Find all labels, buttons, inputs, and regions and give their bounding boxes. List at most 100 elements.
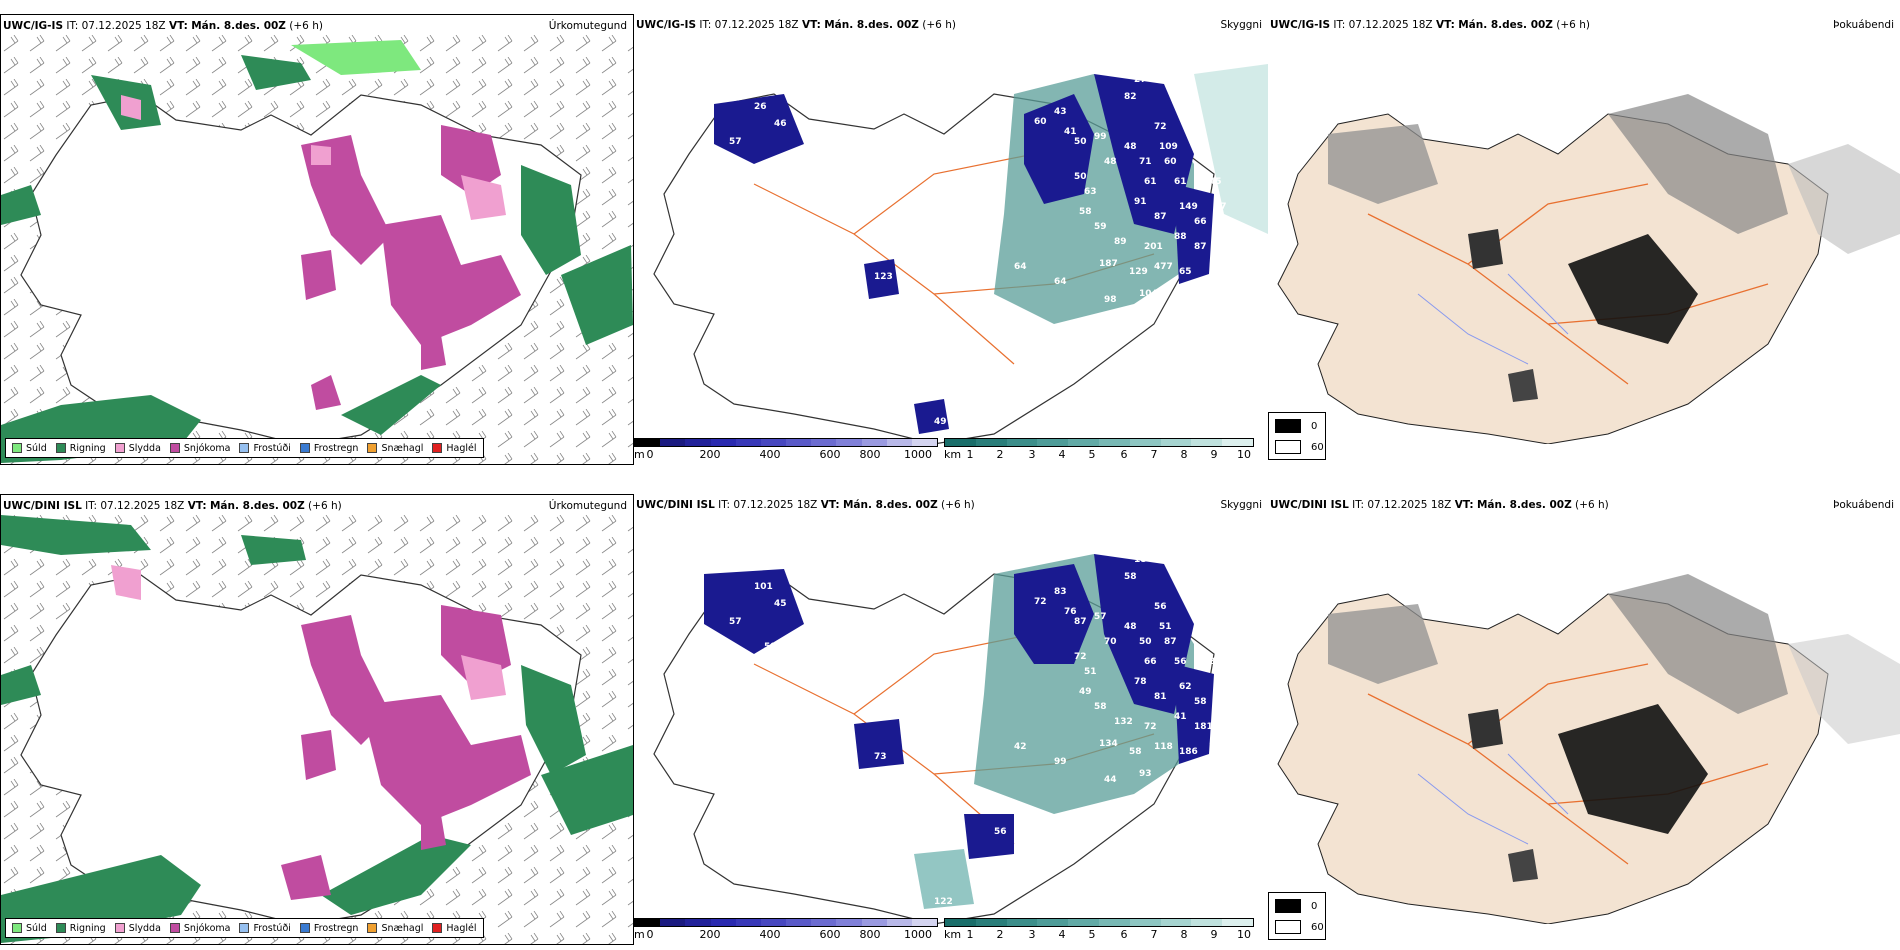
height-tick: 800 [859,928,881,941]
precip-map [1,35,633,464]
legend-swatch [114,923,125,933]
fog-map [1277,574,1900,924]
legend-item: Haglél [432,442,477,454]
visibility-value-label: 201 [1194,762,1213,772]
visibility-value-label: 61 [1034,837,1047,847]
distance-tick: 3 [1028,928,1036,941]
visibility-value-label: 123 [874,272,893,282]
visibility-value-label: 41 [1064,127,1077,137]
visibility-value-label: 40 [1169,827,1182,837]
legend-swatch [114,443,125,453]
precip-map [1,515,633,944]
legend-label: Snæhagl [381,922,424,934]
distance-tick: 4 [1058,448,1066,461]
visibility-value-label: 65 [1179,267,1192,277]
visibility-value-label: 52 [1214,242,1227,252]
visibility-value-label: 58 [1094,702,1107,712]
lead-time: (+6 h) [941,499,975,511]
cloud-panel-row2: UWC/DINI ISL IT: 07.12.2025 18Z VT: Mán.… [634,494,1268,945]
visibility-value-label: 76 [1064,607,1077,617]
distance-tick: 1 [966,448,974,461]
legend-item: Snjókoma [169,442,231,454]
init-time: IT: 07.12.2025 18Z [718,499,818,511]
visibility-value-label: 56 [1174,657,1187,667]
distance-tick: 5 [1088,448,1096,461]
visibility-value-label: 52 [1174,777,1187,787]
fog-panel-row2: UWC/DINI ISL IT: 07.12.2025 18Z VT: Mán.… [1268,494,1900,945]
visibility-value-label: 104 [1139,289,1158,299]
visibility-value-label: 72 [1034,597,1047,607]
panel-header: UWC/DINI ISL IT: 07.12.2025 18Z VT: Mán.… [636,498,1262,512]
init-time: IT: 07.12.2025 18Z [1352,499,1452,511]
legend-label: Snjókoma [183,442,231,454]
valid-time: Mán. 8.des. 00Z [191,20,286,32]
fog-legend-value: 60 [1311,441,1324,453]
visibility-value-label: 62 [1144,337,1157,347]
lead-time: (+6 h) [1556,19,1590,31]
visibility-value-label: 58 [1129,747,1142,757]
visibility-value-label: 63 [1084,187,1097,197]
visibility-value-label: 72 [1074,652,1087,662]
valid-time: Mán. 8.des. 00Z [824,19,919,31]
legend-swatch [299,923,310,933]
sleet-areas [121,95,506,220]
high-cloud-areas [704,554,1214,859]
fog-legend-value: 60 [1311,921,1324,933]
visibility-value-label: 49 [1079,687,1092,697]
height-tick: 200 [699,448,721,461]
visibility-value-label: 51 [1159,622,1172,632]
distance-tick: 10 [1237,448,1251,461]
visibility-value-label: 350 [1209,742,1228,752]
fog-legend-swatch [1275,419,1301,433]
distance-tick: 8 [1180,928,1188,941]
visibility-value-label: 59 [1094,222,1107,232]
visibility-value-label: 58 [1079,207,1092,217]
distance-tick: 5 [1088,928,1096,941]
visibility-value-label: 72 [1144,722,1157,732]
valid-time-label: VT: [1454,499,1474,511]
visibility-value-label: 72 [1154,122,1167,132]
visibility-value-label: 31 [764,162,777,172]
distance-colorbar-scale [944,918,1254,927]
visibility-value-label: 81 [1154,692,1167,702]
distance-tick: 2 [996,448,1004,461]
legend-swatch [432,443,443,453]
height-tick: 600 [819,928,841,941]
distance-colorbar-scale [944,438,1254,447]
height-tick: 200 [699,928,721,941]
field-name: Úrkomutegund [548,500,627,512]
legend-label: Snæhagl [381,442,424,454]
distance-tick: 1 [966,928,974,941]
valid-time: Mán. 8.des. 00Z [1476,499,1572,511]
visibility-value-label: 50 [1074,137,1087,147]
height-unit: m [634,928,645,941]
visibility-value-label: 477 [1154,262,1173,272]
height-unit: m [634,448,645,461]
legend-label: Rigning [69,442,106,454]
visibility-value-label: 201 [1144,242,1163,252]
visibility-value-label: 71 [1139,157,1152,167]
visibility-value-label: 85 [1189,797,1202,807]
precip-panel-row1: UWC/IG-IS IT: 07.12.2025 18Z VT: Mán. 8.… [0,14,634,465]
visibility-value-label: 149 [1179,202,1198,212]
visibility-value-label: 37 [1214,202,1227,212]
precip-type-legend: Súld Rigning Slydda Snjókoma Frostúði Fr… [5,918,484,938]
visibility-value-label: 59 [764,642,777,652]
distance-tick: 9 [1210,448,1218,461]
visibility-value-label: 83 [1054,587,1067,597]
visibility-value-label: 181 [1194,722,1213,732]
visibility-value-label: 60 [1034,117,1047,127]
legend-label: Haglél [446,442,477,454]
visibility-value-label: 83 [1214,722,1227,732]
legend-label: Snjókoma [183,922,231,934]
visibility-value-label: 87 [1194,242,1207,252]
valid-time: Mán. 8.des. 00Z [1458,19,1553,31]
fog-panel-row1: UWC/IG-IS IT: 07.12.2025 18Z VT: Mán. 8.… [1268,14,1900,465]
fog-legend: 0 60 [1268,892,1326,940]
legend-item: Súld [12,443,47,454]
visibility-value-label: 43 [1054,107,1067,117]
river-network [1417,753,1569,845]
fog-shading [1328,94,1900,402]
